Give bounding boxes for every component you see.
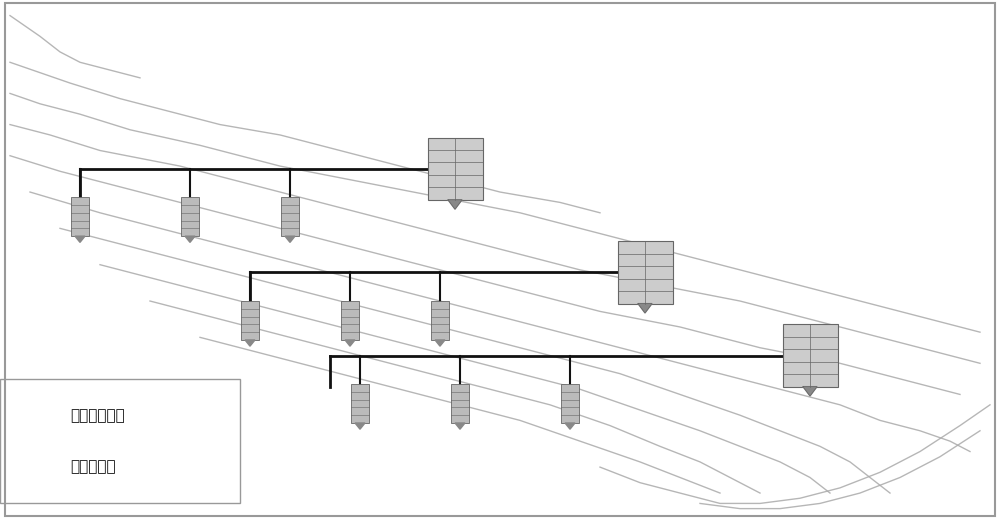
FancyBboxPatch shape [0,379,240,503]
Bar [451,384,469,423]
Polygon shape [355,423,365,429]
Bar [431,301,449,340]
Polygon shape [448,200,462,209]
Bar [561,384,579,423]
Polygon shape [455,423,465,429]
Polygon shape [435,340,445,346]
Polygon shape [285,236,295,242]
Polygon shape [75,236,85,242]
Polygon shape [30,484,40,490]
Bar [783,324,838,387]
Bar [618,241,672,304]
Bar [428,138,482,200]
Bar [15,392,55,439]
Bar [28,450,42,484]
Polygon shape [28,439,42,448]
Polygon shape [803,387,817,396]
Bar [71,197,89,236]
Polygon shape [565,423,575,429]
Polygon shape [245,340,255,346]
Polygon shape [638,304,652,313]
Bar [341,301,359,340]
Bar [351,384,369,423]
Bar [181,197,199,236]
Bar [281,197,299,236]
Text: 数据采集分站: 数据采集分站 [70,408,125,422]
Bar [241,301,259,340]
Polygon shape [345,340,355,346]
Polygon shape [185,236,195,242]
Text: 微震传感器: 微震传感器 [70,460,116,474]
